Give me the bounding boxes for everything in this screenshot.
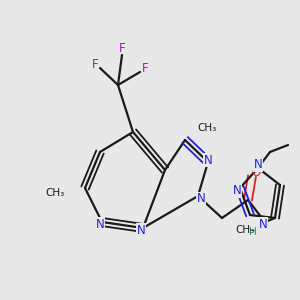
Text: N: N bbox=[96, 218, 104, 230]
Text: N: N bbox=[204, 154, 212, 166]
Text: F: F bbox=[142, 62, 148, 76]
Text: F: F bbox=[119, 41, 125, 55]
Text: N: N bbox=[232, 184, 242, 197]
Text: N: N bbox=[254, 158, 262, 172]
Text: H: H bbox=[249, 227, 257, 237]
Text: N: N bbox=[259, 218, 267, 230]
Text: O: O bbox=[251, 166, 261, 178]
Text: N: N bbox=[196, 193, 206, 206]
Text: F: F bbox=[92, 58, 98, 71]
Text: CH₃: CH₃ bbox=[236, 225, 255, 235]
Text: N: N bbox=[136, 224, 146, 236]
Text: CH₃: CH₃ bbox=[197, 123, 216, 133]
Text: CH₃: CH₃ bbox=[46, 188, 65, 198]
